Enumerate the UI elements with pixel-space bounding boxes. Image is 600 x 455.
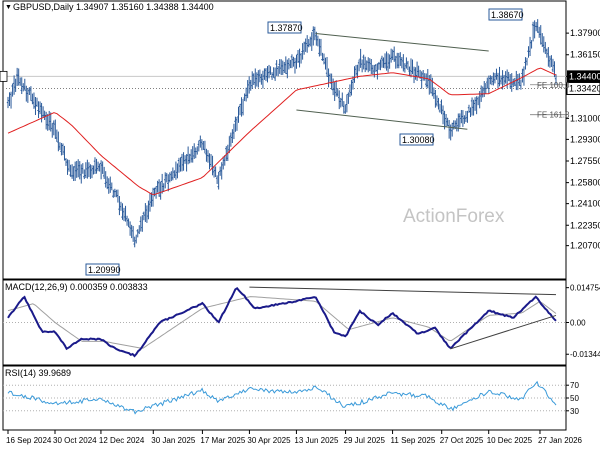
macd-y-tick-label: 0.00 [570,319,586,328]
main-y-tick-label: 1.20700 [570,241,600,251]
x-tick-label: 13 Jun 2025 [294,436,339,445]
price-label-box [267,21,302,34]
x-tick-label: 10 Dec 2025 [487,436,533,445]
rsi-line [7,380,557,415]
main-y-tick-label: 1.22350 [570,220,600,230]
symbol-header: GBPUSD,Daily 1.34907 1.35160 1.34388 1.3… [13,2,214,12]
rsi-y-tick-label: 30 [570,407,579,416]
channel-line-upper [315,32,489,52]
main-panel-frame [2,0,567,280]
x-tick-label: 17 Mar 2025 [200,436,245,445]
rsi-title: RSI(14) 39.9689 [5,368,71,378]
macd-trend-line-1 [249,286,557,296]
price-label-box [488,8,523,21]
current-price-left-marker [0,70,8,82]
price-label-1-37870: 1.37870 [270,23,303,33]
macd-y-tick-label: -0.013442 [570,350,600,359]
x-tick-label: 30 Oct 2024 [53,436,97,445]
x-tick-label: 30 Jan 2025 [151,436,196,445]
main-y-tick-label: 1.29300 [570,134,600,144]
macd-title: MACD(12,26,9) 0.000359 0.003833 [5,282,148,292]
rsi-y-tick-label: 70 [570,381,579,390]
price-label-box [399,133,434,146]
x-tick-label: 29 Jul 2025 [344,436,386,445]
main-y-tick-label: 1.27550 [570,156,600,166]
x-tick-label: 27 Jan 2026 [538,436,583,445]
fib-label: FE 100.0 [537,81,570,90]
main-y-tick-label: 1.31000 [570,113,600,123]
main-y-tick-label: 1.25800 [570,178,600,188]
macd-signal-line [7,296,557,349]
x-tick-label: 30 Apr 2025 [247,436,291,445]
price-label-1-30080: 1.30080 [402,135,435,145]
level-badge [566,81,600,95]
x-tick-label: 27 Oct 2025 [440,436,484,445]
main-y-tick-label: 1.36150 [570,50,600,60]
price-label-box [85,263,120,276]
x-tick-label: 11 Sep 2025 [391,436,436,445]
price-label-1-38670: 1.38670 [491,10,524,20]
symbol-dropdown-icon: ▼ [5,4,12,11]
watermark-text: ActionForex [403,206,505,227]
macd-line [7,286,557,358]
rsi-y-tick-label: 50 [570,394,579,403]
main-y-tick-label: 1.24100 [570,199,600,209]
fib-label: FE 161.8 [537,111,570,120]
main-y-tick-label: 1.37900 [570,28,600,38]
x-tick-label: 12 Dec 2024 [99,436,145,445]
price-label-1-20990: 1.20990 [88,265,121,275]
moving-average-line [7,67,557,195]
macd-y-tick-label: 0.014754 [570,284,600,293]
x-tick-label: 16 Sep 2024 [6,436,52,445]
macd-trend-line-2 [450,314,557,350]
current-price-value: 1.34400 [569,71,600,81]
level-value: 1.33420 [569,83,600,93]
current-price-badge [567,70,600,83]
channel-line-lower [296,109,468,130]
